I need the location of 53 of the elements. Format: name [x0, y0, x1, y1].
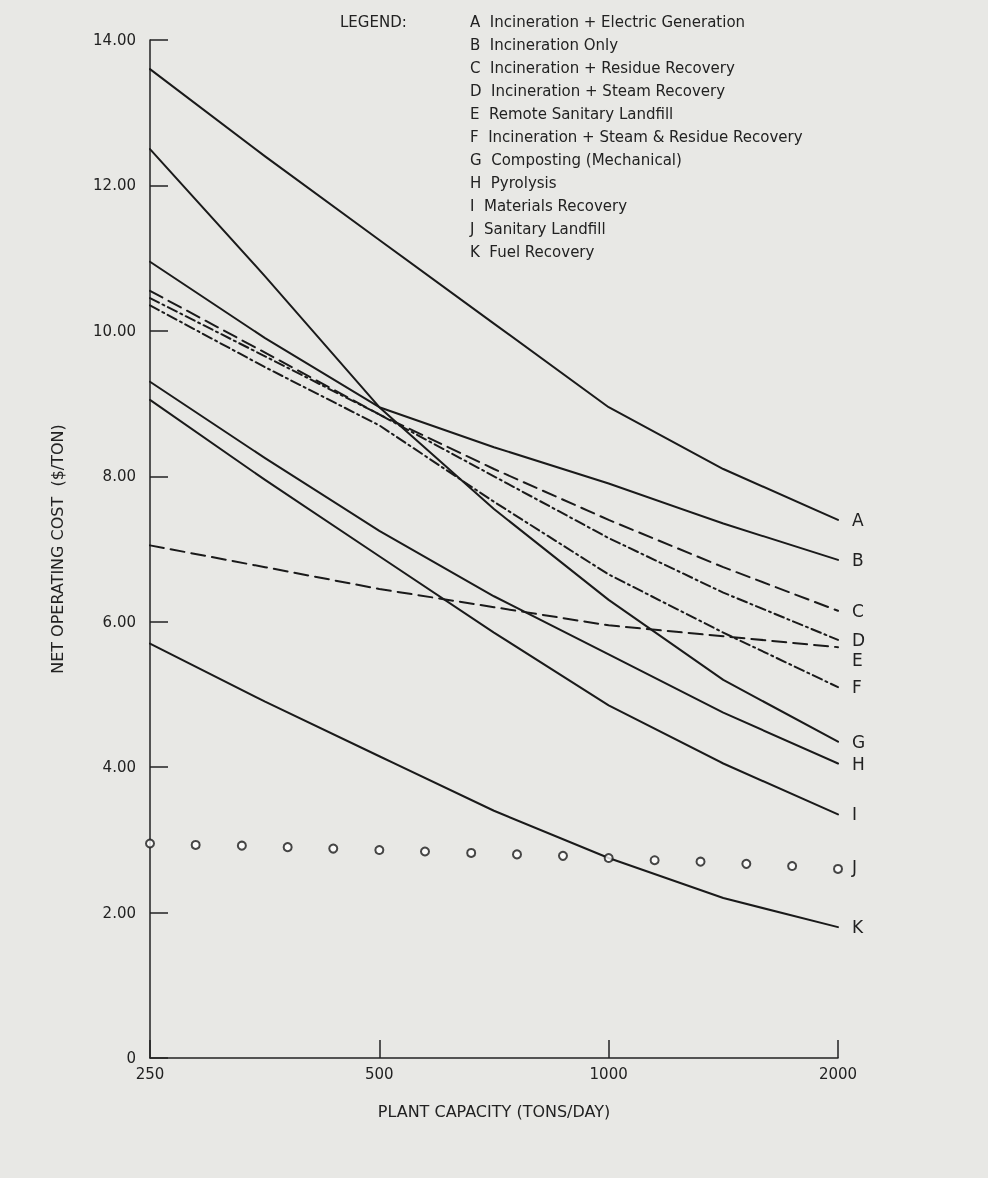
annotation: F Incineration + Steam & Residue Recovery [470, 127, 803, 146]
series-label: E [852, 649, 863, 670]
point [236, 840, 247, 851]
point [190, 839, 201, 850]
x-tick-label: 500 [365, 1064, 394, 1083]
point [328, 843, 339, 854]
x-tick-label: 250 [135, 1064, 165, 1083]
series-label: I [852, 804, 858, 825]
y-tick-label: 8.00 [102, 467, 136, 486]
y-tick-label: 0 [126, 1049, 136, 1067]
series-label: A [852, 509, 864, 530]
point [145, 838, 155, 849]
point [741, 858, 752, 869]
y-axis-title: NET OPERATING COST ($/TON) [47, 424, 67, 674]
point [374, 845, 385, 856]
series-label: J [851, 857, 858, 878]
point [512, 849, 522, 860]
annotation: D Incineration + Steam Recovery [470, 81, 726, 100]
y-tick-label: 14.00 [93, 31, 136, 49]
x-tick-label: 1000 [589, 1064, 628, 1083]
point [603, 853, 614, 864]
point [420, 846, 430, 857]
point [649, 855, 660, 866]
x-tick-label: 2000 [818, 1064, 858, 1083]
text: A Incineration + Electric Generation [470, 12, 746, 31]
series-label: B [852, 549, 864, 570]
y-tick-label: 2.00 [102, 903, 136, 922]
legend-title: LEGEND: [340, 12, 407, 31]
series-label: F [852, 677, 862, 698]
annotation: J Sanitary Landfill [469, 219, 606, 238]
y-tick-label: 12.00 [93, 176, 136, 195]
annotation: G Composting (Mechanical) [470, 150, 682, 169]
series-label: G [852, 731, 866, 752]
point [787, 861, 798, 872]
series-label: H [852, 753, 865, 774]
series-label: K [852, 917, 864, 938]
point [695, 856, 706, 867]
annotation: C Incineration + Residue Recovery [470, 58, 735, 77]
point [833, 863, 843, 874]
y-tick-label: 10.00 [93, 321, 136, 340]
annotation: H Pyrolysis [470, 173, 557, 192]
y-tick-label: 4.00 [102, 758, 136, 777]
x-axis-title: PLANT CAPACITY (TONS/DAY) [377, 1101, 611, 1121]
y-tick-label: 6.00 [102, 612, 136, 631]
annotation: B Incineration Only [470, 35, 619, 54]
annotation: E Remote Sanitary Landfill [470, 104, 674, 123]
series-label: D [852, 629, 866, 650]
series-label: C [852, 600, 864, 621]
annotation: I Materials Recovery [470, 196, 628, 215]
point [557, 850, 568, 861]
annotation: K Fuel Recovery [470, 242, 595, 261]
point [466, 847, 477, 858]
point [282, 842, 293, 853]
